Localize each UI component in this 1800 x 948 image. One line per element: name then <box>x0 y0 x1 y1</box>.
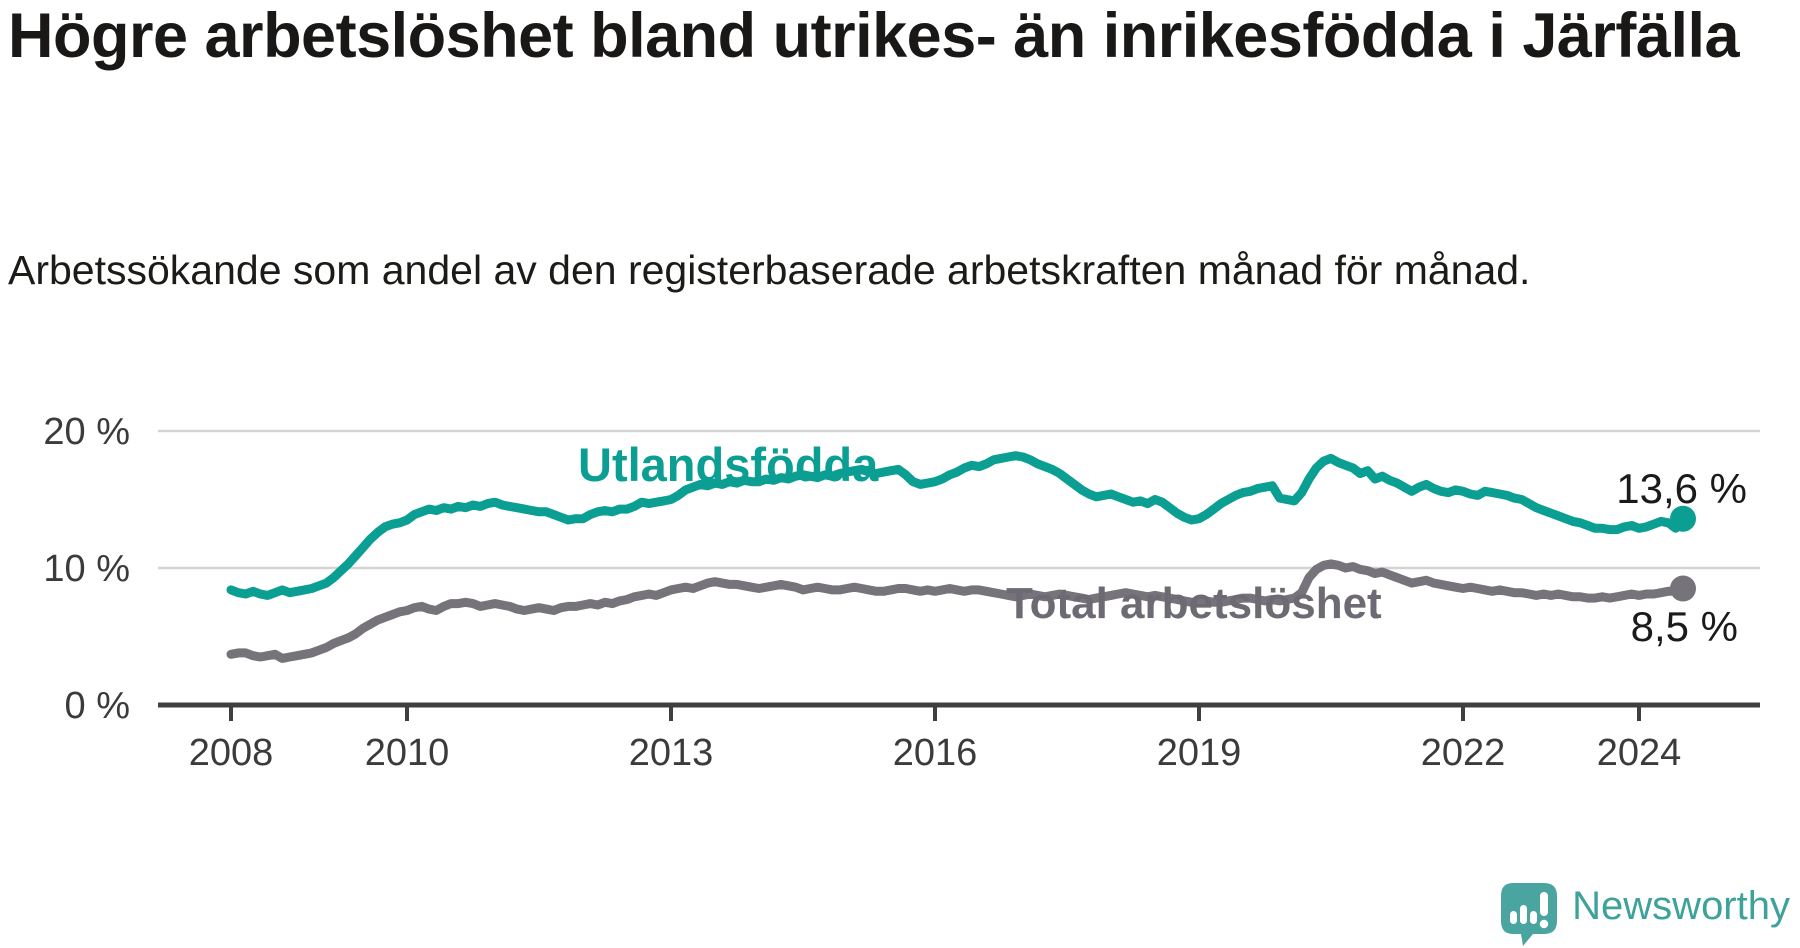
series-labels: Utlandsfödda Total arbetslöshet <box>578 438 1382 628</box>
x-tick-label-2019: 2019 <box>1157 732 1242 774</box>
x-axis-labels: 2008 2010 2013 2016 2019 2022 2024 <box>189 732 1682 774</box>
bar-chart-glyph <box>1510 905 1538 924</box>
x-tick-label-2008: 2008 <box>189 732 274 774</box>
newsworthy-wordmark: Newsworthy <box>1572 884 1790 928</box>
series-label-total-arbetsloshet: Total arbetslöshet <box>1006 579 1382 628</box>
page-title: Högre arbetslöshet bland utrikes- än inr… <box>8 1 1740 71</box>
y-tick-label-0: 0 % <box>65 685 130 727</box>
x-tick-label-2024: 2024 <box>1597 732 1682 774</box>
end-value-utlandsfodda: 13,6 % <box>1616 465 1747 512</box>
gridlines <box>158 429 1760 570</box>
newsworthy-logo: Newsworthy <box>1500 882 1790 946</box>
exclamation-glyph <box>1539 892 1549 929</box>
end-value-total: 8,5 % <box>1631 603 1738 650</box>
x-axis-ticks <box>229 705 1641 721</box>
chart-subtitle: Arbetssökande som andel av den registerb… <box>8 247 1531 293</box>
x-tick-label-2010: 2010 <box>365 732 450 774</box>
y-axis-labels: 20 % 10 % 0 % <box>43 411 130 727</box>
series-layer <box>226 451 1696 663</box>
y-tick-label-20: 20 % <box>43 411 130 453</box>
x-tick-label-2016: 2016 <box>893 732 978 774</box>
end-value-labels: 13,6 % 8,5 % <box>1616 465 1747 650</box>
series-line-1 <box>226 559 1688 663</box>
series-end-dot-0 <box>1670 505 1696 532</box>
speech-bubble-shape <box>1501 883 1558 946</box>
series-label-utlandsfodda: Utlandsfödda <box>578 438 879 491</box>
series-line-0 <box>226 451 1688 600</box>
x-tick-label-2013: 2013 <box>629 732 714 774</box>
x-axis: 2008 2010 2013 2016 2019 2022 2024 <box>158 702 1760 774</box>
y-tick-label-10: 10 % <box>43 548 130 590</box>
newsworthy-logo-icon <box>1501 883 1558 946</box>
x-tick-label-2022: 2022 <box>1421 732 1506 774</box>
series-end-dot-1 <box>1670 575 1696 602</box>
